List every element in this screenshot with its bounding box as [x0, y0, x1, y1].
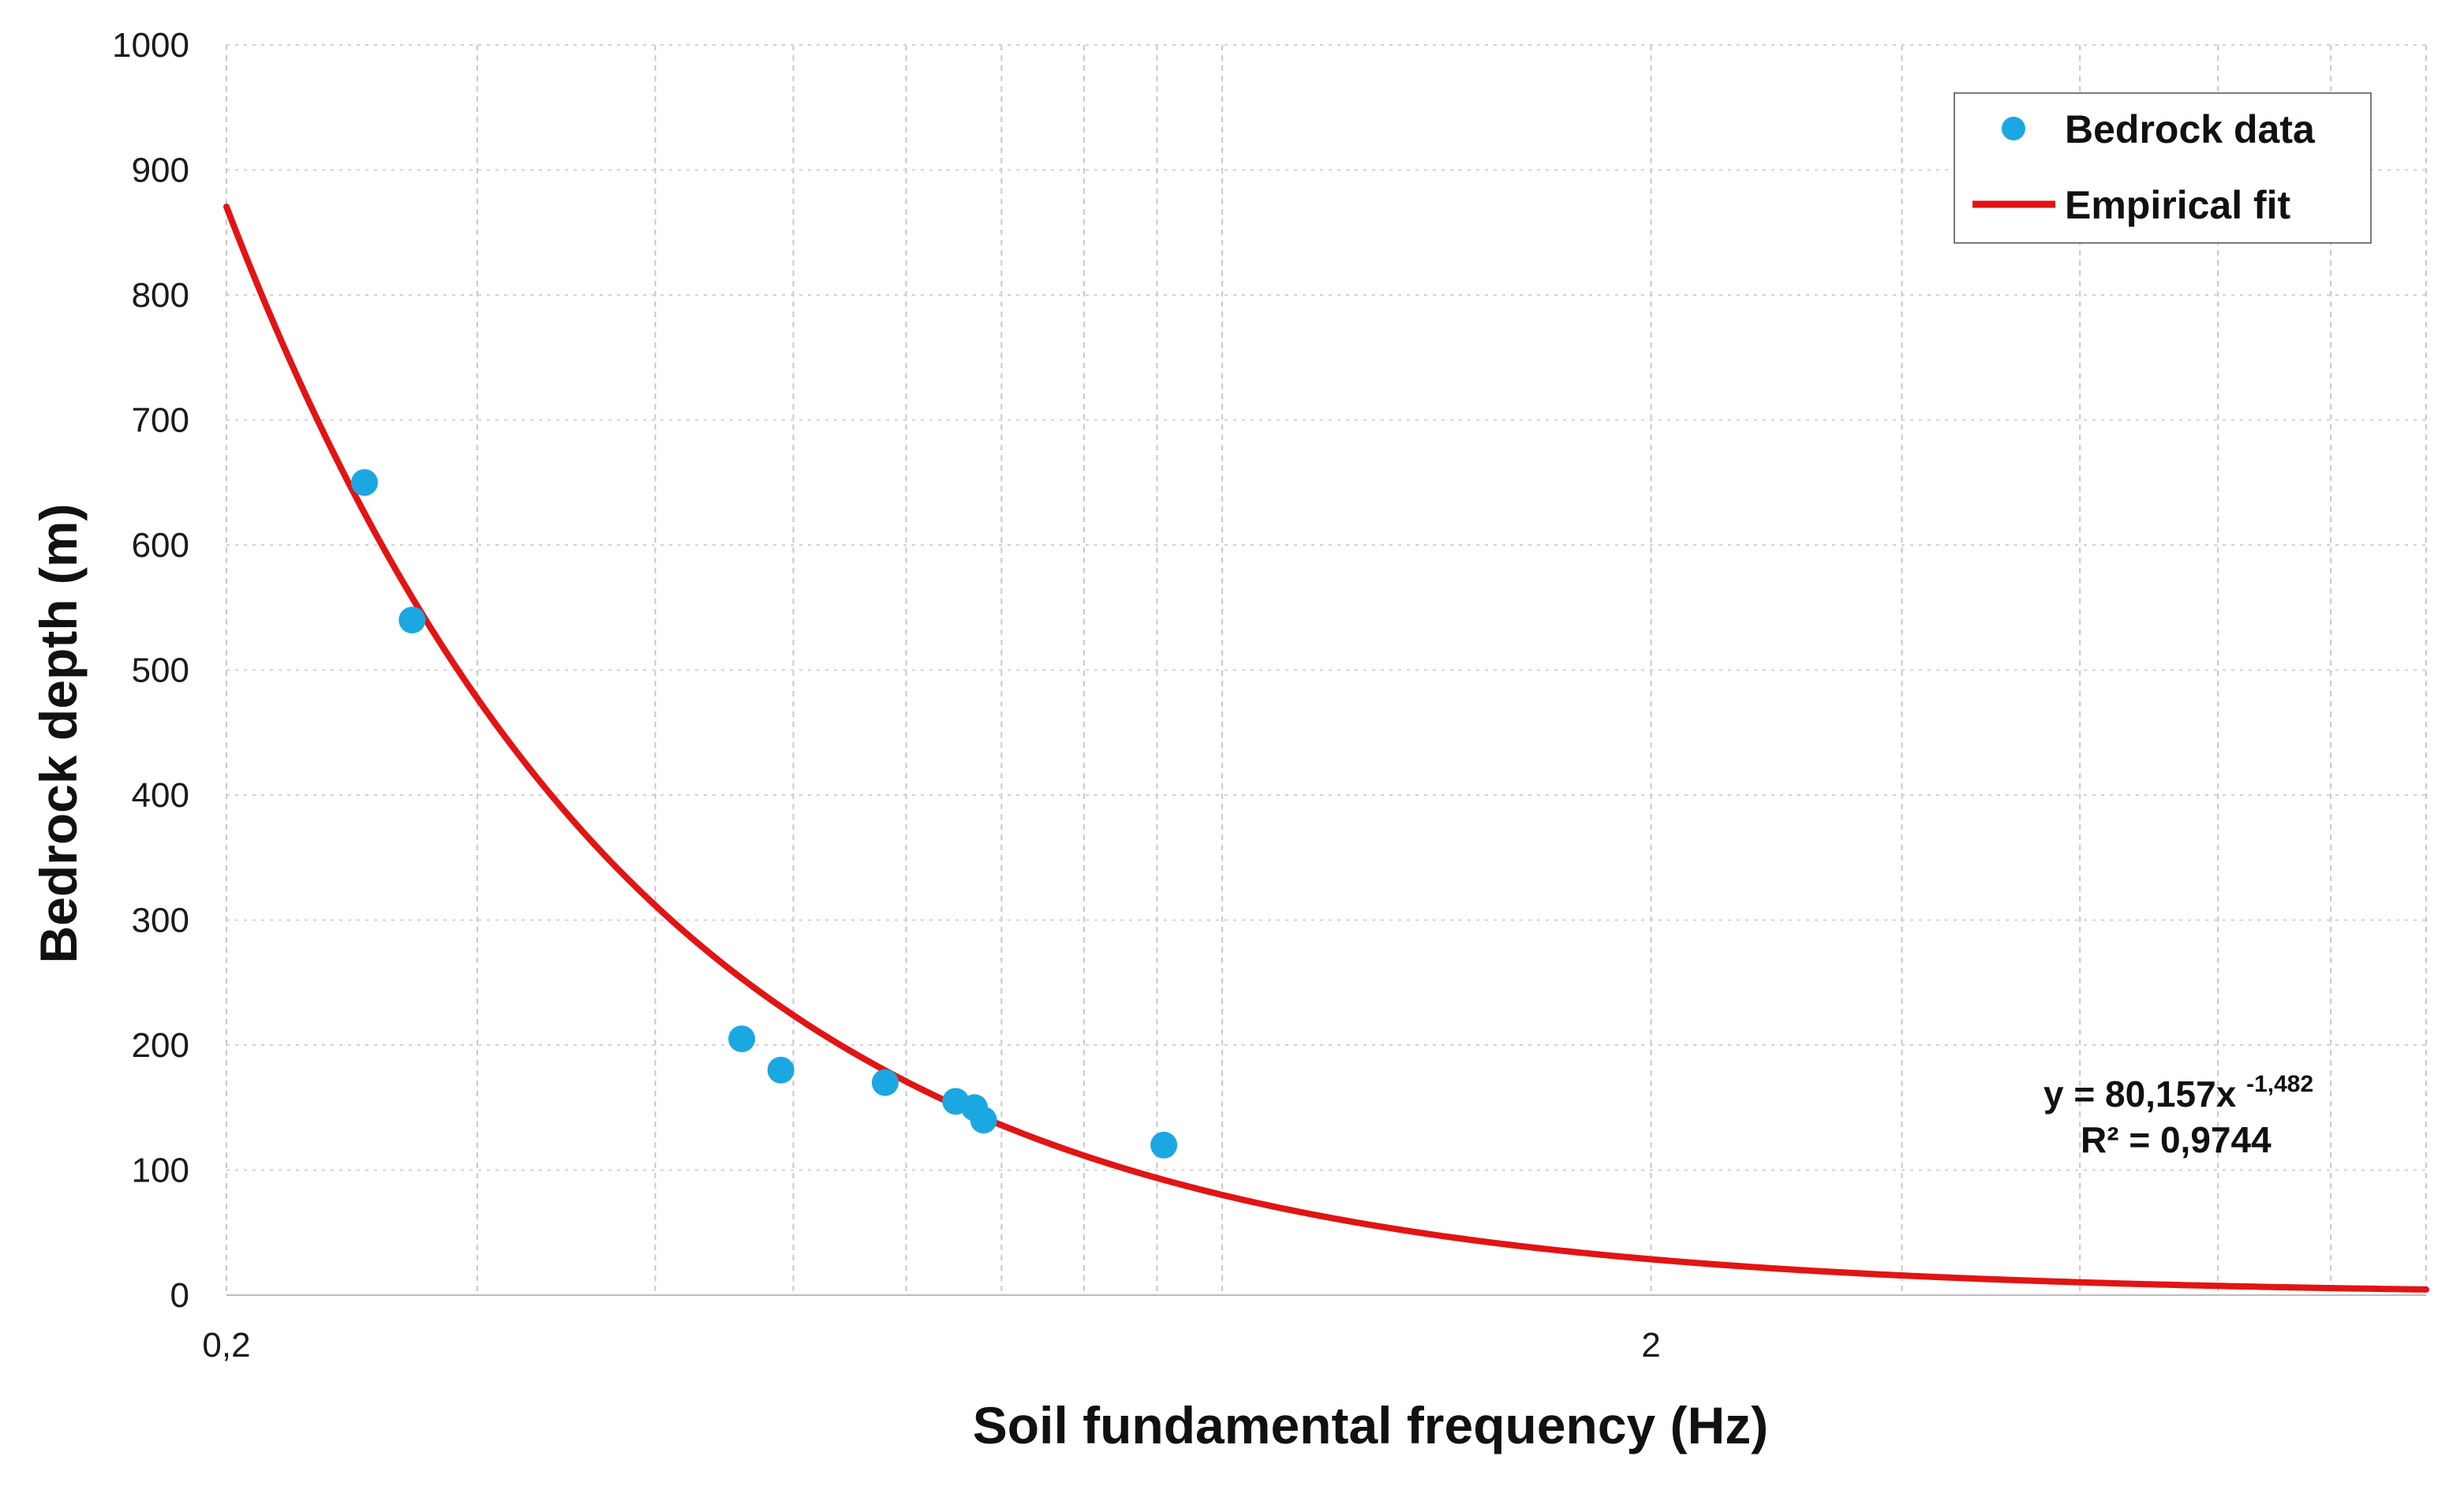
data-point [767, 1056, 795, 1084]
r-squared-label: R² = 0,9744 [2081, 1119, 2271, 1160]
fit-equation-annotation: y = 80,157x -1,482 R² = 0,9744 [2043, 1071, 2313, 1160]
y-axis-title: Bedrock depth (m) [29, 503, 88, 963]
legend-box [1954, 92, 2372, 244]
x-tick-label: 2 [1641, 1326, 1660, 1365]
fit-equation-exponent: -1,482 [2246, 1071, 2313, 1097]
legend-label-bedrock-data: Bedrock data [2065, 107, 2316, 151]
y-tick-label: 500 [132, 652, 189, 690]
data-point [970, 1107, 997, 1134]
y-tick-label: 0 [170, 1276, 189, 1315]
y-tick-label: 900 [132, 151, 189, 190]
legend-marker-bedrock-data [2002, 117, 2025, 140]
data-point [350, 469, 378, 496]
y-tick-label: 700 [132, 401, 189, 440]
y-tick-label: 100 [132, 1152, 189, 1190]
y-tick-label: 1000 [112, 26, 189, 65]
data-point [398, 607, 426, 634]
legend: Bedrock data Empirical fit [1954, 92, 2372, 244]
y-tick-label: 200 [132, 1026, 189, 1065]
y-tick-label: 300 [132, 902, 189, 940]
fit-equation: y = 80,157x -1,482 [2043, 1071, 2313, 1114]
data-point [1150, 1131, 1178, 1159]
x-axis-title: Soil fundamental frequency (Hz) [973, 1396, 1768, 1454]
y-axis-ticks: 0 100 200 300 400 500 600 700 800 900 1000 [112, 26, 189, 1315]
fit-equation-base: y = 80,157x [2043, 1073, 2237, 1114]
data-point [871, 1069, 899, 1096]
x-tick-label: 0,2 [202, 1326, 250, 1365]
y-tick-label: 800 [132, 276, 189, 315]
y-tick-label: 600 [132, 526, 189, 565]
empirical-fit-line [223, 203, 2429, 1293]
data-point [728, 1025, 756, 1053]
y-tick-label: 400 [132, 776, 189, 815]
legend-label-empirical-fit: Empirical fit [2065, 183, 2291, 227]
grid [226, 44, 2427, 1295]
bedrock-data-points [350, 469, 1178, 1159]
x-axis-ticks: 0,2 2 [202, 1326, 1660, 1365]
